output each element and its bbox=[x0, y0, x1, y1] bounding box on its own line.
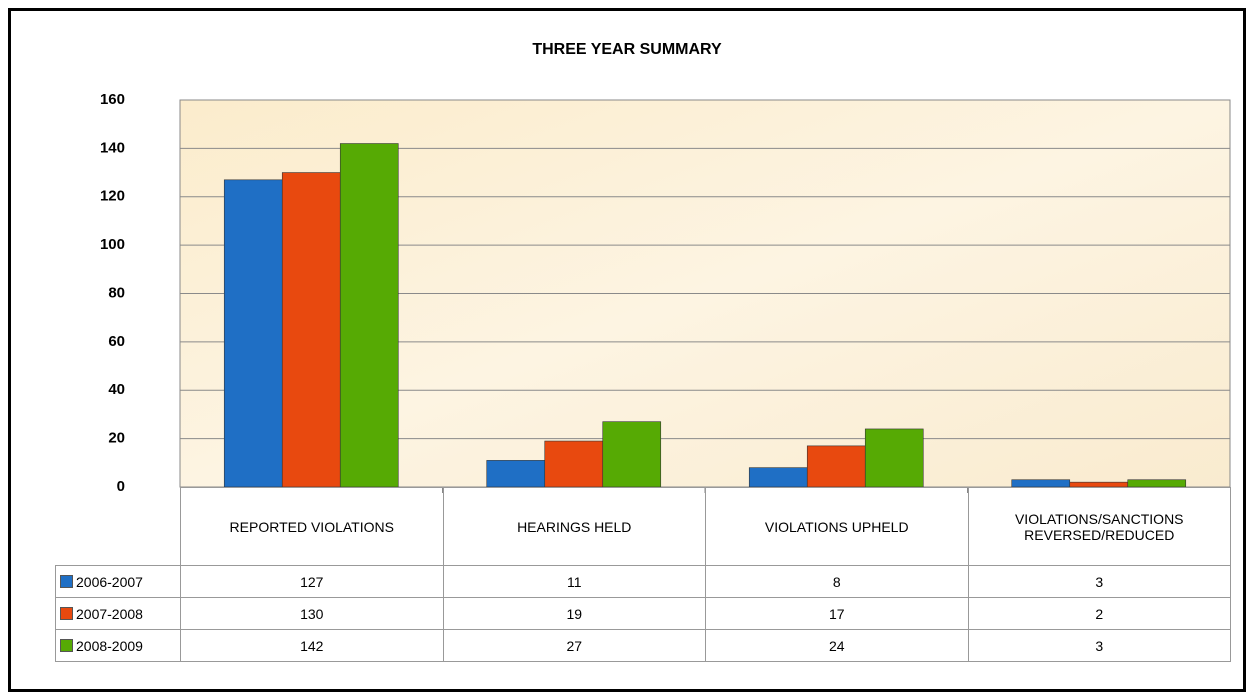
table-value: 130 bbox=[180, 597, 444, 630]
table-value: 3 bbox=[967, 565, 1231, 598]
table-value: 2 bbox=[967, 597, 1231, 630]
table-value: 8 bbox=[705, 565, 969, 598]
x-tick-label: HEARINGS HELD bbox=[442, 487, 706, 566]
y-tick-label: 0 bbox=[117, 478, 125, 495]
legend-label: 2006-2007 bbox=[76, 573, 143, 590]
table-value: 19 bbox=[442, 597, 706, 630]
y-tick-label: 40 bbox=[108, 381, 125, 398]
legend-key bbox=[60, 574, 73, 588]
bar bbox=[486, 460, 546, 488]
table-value: 27 bbox=[442, 629, 706, 662]
table-value: 24 bbox=[705, 629, 969, 662]
y-tick-label: 140 bbox=[100, 139, 125, 156]
bar bbox=[748, 467, 808, 488]
table-value: 11 bbox=[442, 565, 706, 598]
y-tick-label: 80 bbox=[108, 284, 125, 301]
table-value: 142 bbox=[180, 629, 444, 662]
data-table: REPORTED VIOLATIONS HEARINGS HELD VIOLATIO… bbox=[55, 487, 1231, 662]
x-tick-label: VIOLATIONS/SANCTIONS REVERSED/REDUCED bbox=[967, 487, 1231, 566]
y-tick-label: 60 bbox=[108, 333, 125, 350]
table-row: 2008-2009 142 27 24 3 bbox=[55, 629, 1231, 662]
bar bbox=[864, 428, 924, 488]
legend-entry: 2008-2009 bbox=[55, 629, 181, 662]
x-tick-label: VIOLATIONS UPHELD bbox=[705, 487, 969, 566]
frame bbox=[8, 8, 1246, 692]
chart-title: THREE YEAR SUMMARY bbox=[532, 41, 722, 58]
bar bbox=[281, 172, 341, 488]
y-tick-label: 20 bbox=[108, 430, 125, 447]
legend-entry: 2007-2008 bbox=[55, 597, 181, 630]
bar bbox=[1011, 479, 1071, 488]
legend-label: 2008-2009 bbox=[76, 637, 143, 654]
bar bbox=[806, 445, 866, 488]
bar bbox=[339, 143, 399, 488]
legend-key bbox=[60, 638, 73, 652]
bar bbox=[1127, 479, 1187, 488]
bar bbox=[602, 421, 662, 488]
table-value: 17 bbox=[705, 597, 969, 630]
table-value: 3 bbox=[967, 629, 1231, 662]
table-row: 2007-2008 130 19 17 2 bbox=[55, 597, 1231, 630]
bar bbox=[223, 179, 283, 488]
table-header-row: REPORTED VIOLATIONS HEARINGS HELD VIOLATIO… bbox=[56, 487, 1231, 566]
y-tick-label: 120 bbox=[100, 188, 125, 205]
legend-label: 2007-2008 bbox=[76, 605, 143, 622]
legend-entry: 2006-2007 bbox=[55, 565, 181, 598]
bar bbox=[544, 440, 604, 488]
table-value: 127 bbox=[180, 565, 444, 598]
y-tick-label: 100 bbox=[100, 236, 125, 253]
legend-key bbox=[60, 606, 73, 620]
table-row: 2006-2007 127 11 8 3 bbox=[55, 565, 1231, 598]
table-corner bbox=[56, 488, 181, 566]
x-tick-label: REPORTED VIOLATIONS bbox=[180, 487, 444, 566]
y-tick-label: 160 bbox=[100, 91, 125, 108]
